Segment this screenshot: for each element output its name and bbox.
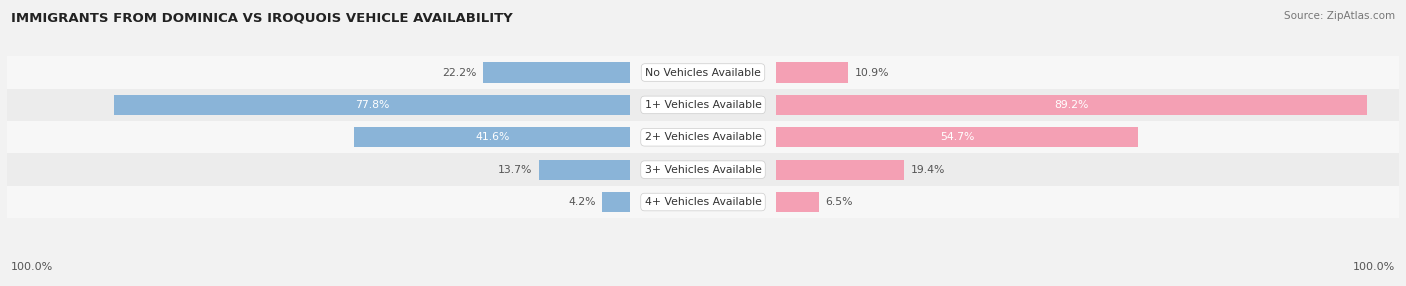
Text: 1+ Vehicles Available: 1+ Vehicles Available <box>644 100 762 110</box>
Text: No Vehicles Available: No Vehicles Available <box>645 67 761 78</box>
Bar <box>540 160 630 180</box>
Bar <box>482 62 630 83</box>
Text: 6.5%: 6.5% <box>825 197 853 207</box>
Bar <box>354 127 630 147</box>
Text: 41.6%: 41.6% <box>475 132 509 142</box>
Bar <box>602 192 630 212</box>
Text: 77.8%: 77.8% <box>356 100 389 110</box>
Text: 4.2%: 4.2% <box>568 197 596 207</box>
Bar <box>7 56 1399 89</box>
Text: IMMIGRANTS FROM DOMINICA VS IROQUOIS VEHICLE AVAILABILITY: IMMIGRANTS FROM DOMINICA VS IROQUOIS VEH… <box>11 11 513 24</box>
Text: 22.2%: 22.2% <box>441 67 477 78</box>
Bar <box>7 121 1399 154</box>
Bar <box>776 62 848 83</box>
Text: 54.7%: 54.7% <box>941 132 974 142</box>
Text: 100.0%: 100.0% <box>11 262 53 272</box>
Text: 13.7%: 13.7% <box>498 165 533 175</box>
Text: 4+ Vehicles Available: 4+ Vehicles Available <box>644 197 762 207</box>
Bar <box>7 154 1399 186</box>
Text: 3+ Vehicles Available: 3+ Vehicles Available <box>644 165 762 175</box>
Bar <box>776 160 904 180</box>
Text: Source: ZipAtlas.com: Source: ZipAtlas.com <box>1284 11 1395 21</box>
Text: 2+ Vehicles Available: 2+ Vehicles Available <box>644 132 762 142</box>
Text: 100.0%: 100.0% <box>1353 262 1395 272</box>
Bar <box>7 186 1399 218</box>
Text: 19.4%: 19.4% <box>911 165 945 175</box>
Bar <box>776 95 1367 115</box>
Text: 89.2%: 89.2% <box>1054 100 1088 110</box>
Bar <box>776 127 1139 147</box>
Legend: Immigrants from Dominica, Iroquois: Immigrants from Dominica, Iroquois <box>569 284 837 286</box>
Bar <box>776 192 818 212</box>
Bar <box>7 89 1399 121</box>
Bar <box>114 95 630 115</box>
Text: 10.9%: 10.9% <box>855 67 889 78</box>
